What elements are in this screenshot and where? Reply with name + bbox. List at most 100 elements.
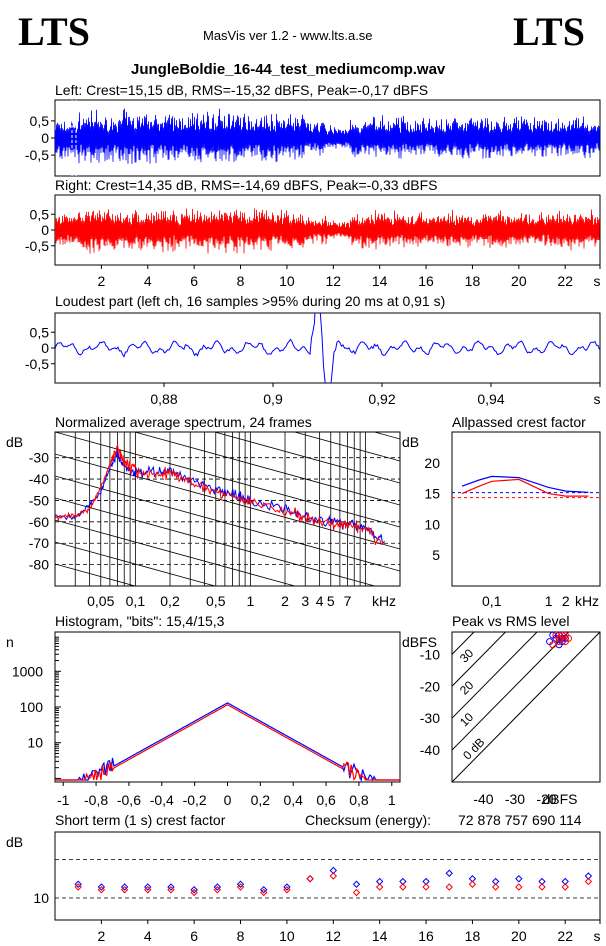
slope-line	[373, 432, 400, 440]
peak-rms-point	[561, 632, 569, 639]
x-tick-label: -20	[536, 791, 556, 807]
crest-point	[352, 880, 361, 888]
y-tick-label: -60	[29, 514, 49, 530]
y-tick-label: -0,5	[25, 147, 49, 163]
spectrum-trace-right	[55, 444, 385, 546]
x-tick-label: 6	[190, 928, 198, 944]
y-tick-label: 1000	[12, 663, 43, 679]
short-term-crest-title: Short term (1 s) crest factor	[55, 812, 226, 828]
slope-line	[55, 322, 400, 417]
crest-point	[120, 883, 129, 891]
diagonal-label: 40	[457, 614, 477, 634]
x-tick-label: 0,1	[126, 593, 146, 609]
peak-rms-point	[555, 634, 563, 642]
diagonal-line	[452, 632, 507, 687]
slope-line	[55, 432, 400, 528]
crest-point	[584, 877, 593, 886]
crest-point	[399, 883, 407, 891]
y-tick-label: -0,5	[25, 238, 49, 254]
x-tick-label: 10	[279, 273, 295, 289]
diagonal-label: 20	[457, 678, 477, 698]
x-tick-label: 2	[97, 273, 105, 289]
x-tick-label: s	[594, 928, 601, 944]
diagonal-line	[452, 632, 538, 719]
x-tick-label: s	[594, 391, 601, 407]
diagonal-line	[452, 632, 570, 751]
crest-trace-left	[461, 475, 589, 493]
y-tick-label: 10	[27, 735, 43, 751]
y-tick-label: -20	[420, 678, 440, 694]
x-tick-label: 8	[237, 273, 245, 289]
crest-point	[97, 886, 106, 894]
logo-right: LTS	[513, 9, 585, 54]
y-tick-label: -70	[29, 535, 49, 551]
x-axis-unit: kHz	[372, 593, 396, 609]
x-tick-label: 12	[326, 928, 342, 944]
crest-trace-right	[461, 478, 589, 497]
y-tick-label: -50	[29, 492, 49, 508]
y-tick-label: 100	[20, 699, 44, 715]
software-label: MasVis ver 1.2 - www.lts.a.se	[203, 28, 373, 43]
crest-point	[306, 875, 314, 883]
y-tick-label: -80	[29, 557, 49, 573]
slope-line	[55, 300, 400, 395]
x-tick-label: 0,8	[349, 792, 369, 808]
peak-rms-title: Peak vs RMS level	[452, 613, 570, 629]
spectrum-trace-left	[55, 451, 385, 544]
crest-point	[167, 886, 175, 894]
loudest-frame	[54, 312, 601, 384]
crest-point	[144, 886, 152, 894]
peak-rms-point	[549, 641, 557, 649]
crest-point	[120, 886, 129, 894]
x-tick-label: -0,8	[84, 792, 108, 808]
y-tick-label: -30	[29, 450, 49, 466]
y-tick-label: -10	[420, 646, 440, 662]
x-tick-label: 0,92	[368, 391, 395, 407]
diagonal-label: 0 dB	[460, 735, 487, 762]
x-tick-label: -40	[473, 791, 493, 807]
crest-point	[306, 875, 314, 883]
y-tick-label: 20	[424, 455, 440, 471]
x-tick-label: 22	[557, 928, 573, 944]
y-tick-label: 0,5	[30, 324, 50, 340]
crest-point	[260, 886, 268, 894]
filename: JungleBoldie_16-44_test_mediumcomp.wav	[131, 61, 446, 78]
right-waveform-title: Right: Crest=14,35 dB, RMS=-14,69 dBFS, …	[55, 177, 438, 193]
x-tick-label: 7	[344, 593, 352, 609]
y-axis-label: dB	[6, 434, 23, 450]
x-tick-label: 2	[97, 928, 105, 944]
checksum-label: Checksum (energy):	[305, 812, 432, 828]
x-tick-label: 2	[281, 593, 289, 609]
y-axis-label: dB	[402, 434, 419, 450]
x-tick-label: 12	[326, 273, 342, 289]
crest-point	[190, 886, 198, 894]
x-tick-label: 4	[144, 273, 152, 289]
crest-point	[283, 886, 291, 894]
loudest-part-title: Loudest part (left ch, 16 samples >95% d…	[55, 293, 446, 309]
y-tick-label: -30	[420, 710, 440, 726]
y-tick-label: 0	[41, 130, 49, 146]
histogram-frame	[54, 631, 401, 783]
crest-point	[422, 883, 430, 891]
slope-line	[293, 432, 400, 462]
x-tick-label: 4	[144, 928, 152, 944]
slope-line	[55, 475, 400, 572]
y-tick-label: 5	[432, 547, 440, 563]
x-tick-label: 0,88	[150, 391, 177, 407]
diagonal-line	[452, 632, 600, 782]
crest-point	[74, 883, 82, 891]
x-axis-unit: kHz	[575, 593, 599, 609]
y-tick-label: 0,5	[30, 206, 50, 222]
x-tick-label: 0,9	[263, 391, 283, 407]
x-tick-label: 6	[190, 273, 198, 289]
slope-line	[55, 519, 297, 586]
crest-point	[236, 880, 245, 888]
x-tick-label: 14	[372, 928, 388, 944]
slope-line	[55, 541, 217, 586]
x-axis-unit: dBFS	[542, 791, 577, 807]
y-tick-label: -40	[29, 471, 49, 487]
slope-line	[213, 432, 400, 484]
x-tick-label: 0,6	[316, 792, 336, 808]
histogram-trace-left	[55, 702, 400, 782]
